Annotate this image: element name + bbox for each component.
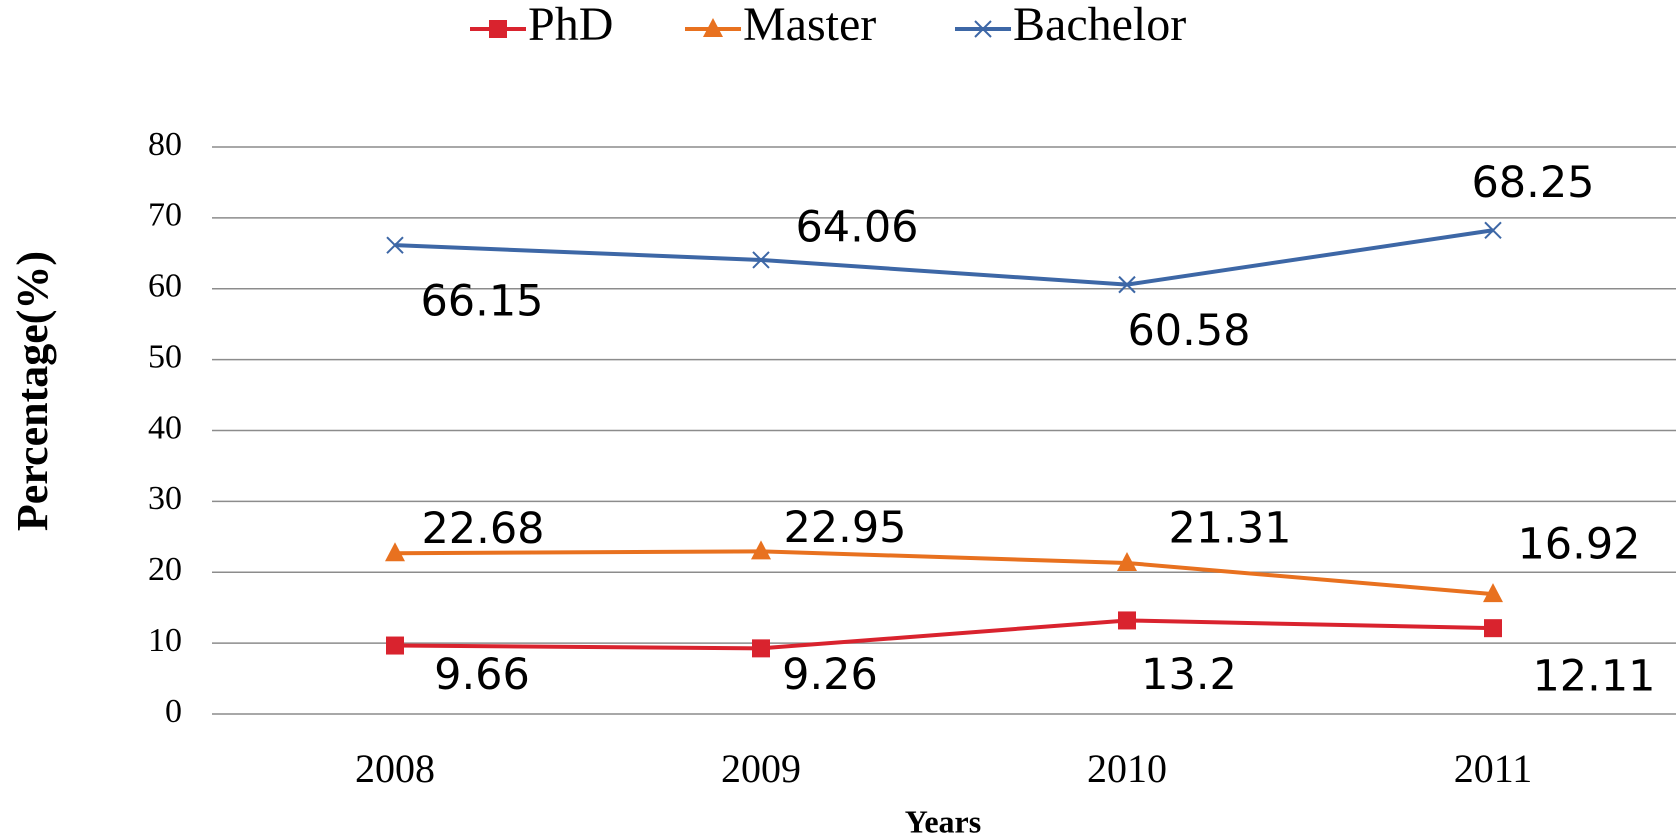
x-axis-title: Years [905,803,981,839]
data-label: 64.06 [795,202,918,252]
y-tick-label: 30 [148,480,182,517]
legend-label: Bachelor [1013,0,1186,51]
x-tick-label: 2011 [1454,746,1533,791]
x-tick-label: 2008 [355,746,435,791]
series-line [394,228,1494,287]
data-point [752,251,770,269]
legend-marker [974,20,992,38]
data-point [752,639,770,658]
x-tick-label: 2009 [721,746,801,791]
data-point [1483,583,1503,603]
data-point [751,540,771,560]
data-label: 66.15 [420,277,543,327]
y-tick-label: 70 [148,197,182,234]
data-point [385,542,405,562]
y-tick-label: 0 [165,693,182,730]
data-label: 22.95 [783,503,906,553]
y-tick-label: 40 [148,409,182,446]
data-label: 60.58 [1127,306,1250,356]
legend-label: Master [743,0,876,51]
data-label: 13.2 [1141,650,1237,700]
data-point [386,636,404,655]
data-point [1484,221,1502,239]
data-label: 22.68 [421,504,544,554]
data-label: 16.92 [1517,520,1640,570]
data-point [386,236,404,254]
data-point [1118,611,1136,630]
legend-marker [489,20,507,38]
data-label: 9.26 [782,650,878,700]
data-label: 9.66 [434,650,530,700]
series-line [394,549,1494,597]
legend-marker [703,18,723,37]
x-tick-label: 2010 [1087,746,1167,791]
y-axis-title: Percentage(%) [8,251,57,531]
data-point [1484,619,1502,638]
data-label: 68.25 [1471,158,1594,208]
y-tick-label: 80 [148,126,182,163]
y-tick-label: 60 [148,268,182,305]
y-tick-label: 20 [148,551,182,588]
data-point [1117,551,1137,571]
y-tick-label: 10 [148,622,182,659]
data-label: 12.11 [1532,652,1655,702]
series-line [394,618,1494,651]
y-tick-label: 50 [148,338,182,375]
data-point [1118,275,1136,294]
data-label: 21.31 [1168,503,1291,553]
legend-label: PhD [528,0,613,51]
